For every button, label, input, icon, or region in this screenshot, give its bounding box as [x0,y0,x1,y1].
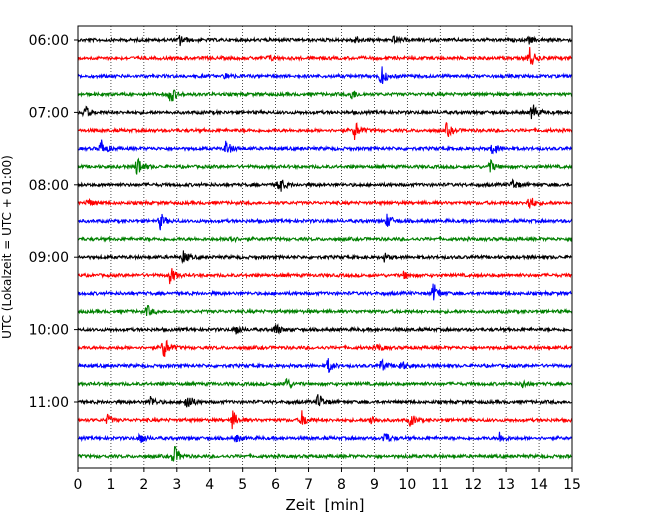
seismic-trace [77,121,573,141]
y-tick-label: 08:00 [29,178,69,194]
x-tick-label: 3 [172,477,181,493]
y-tick-label: 06:00 [29,33,69,49]
x-axis-label: Zeit [min] [285,496,364,514]
y-axis-ticks: 06:00 07:00 08:00 09:00 10:00 11:00 [29,33,78,411]
axes-frame [77,25,573,469]
seismic-trace [77,268,572,285]
x-tick-label: 15 [563,477,581,493]
seismic-trace [77,446,573,462]
trace-layer [77,35,573,462]
seismic-trace [77,197,573,209]
seismic-trace [77,178,573,192]
y-tick-label: 09:00 [29,250,69,266]
seismic-trace [77,104,573,120]
seismic-trace [77,431,573,444]
seismic-trace [77,235,573,244]
x-tick-label: 5 [238,477,247,493]
x-tick-label: 10 [398,477,416,493]
seismic-trace [77,323,573,335]
seismic-trace [77,305,573,317]
x-tick-label: 8 [337,477,346,493]
x-tick-label: 11 [431,477,449,493]
seismic-trace [77,35,573,47]
x-tick-label: 12 [464,477,482,493]
seismic-trace [77,394,573,408]
x-tick-label: 0 [74,477,83,493]
y-tick-label: 11:00 [29,395,69,411]
x-tick-label: 9 [370,477,379,493]
seismic-trace [77,358,573,373]
y-tick-label: 10:00 [29,323,69,339]
x-tick-label: 2 [139,477,148,493]
seismic-trace [77,139,573,155]
seismic-trace [77,46,573,65]
x-tick-label: 14 [530,477,548,493]
x-axis-ticks: 0 1 2 3 4 5 6 7 8 9 10 11 12 13 14 15 [74,468,581,493]
seismic-trace [77,89,573,102]
seismic-trace [77,157,573,175]
seismic-trace [77,377,573,390]
seismic-trace [77,213,573,231]
x-tick-label: 4 [205,477,214,493]
x-tick-label: 1 [106,477,115,493]
y-axis-label: UTC (Lokalzeit = UTC + 01:00) [0,155,14,339]
x-tick-label: 6 [271,477,280,493]
seismic-trace [77,66,573,85]
seismic-trace [77,283,573,301]
seismic-trace [77,410,573,430]
x-tick-label: 13 [497,477,515,493]
y-tick-label: 07:00 [29,105,69,121]
seismic-trace [77,339,573,357]
seismic-trace [77,250,573,265]
x-tick-label: 7 [304,477,313,493]
